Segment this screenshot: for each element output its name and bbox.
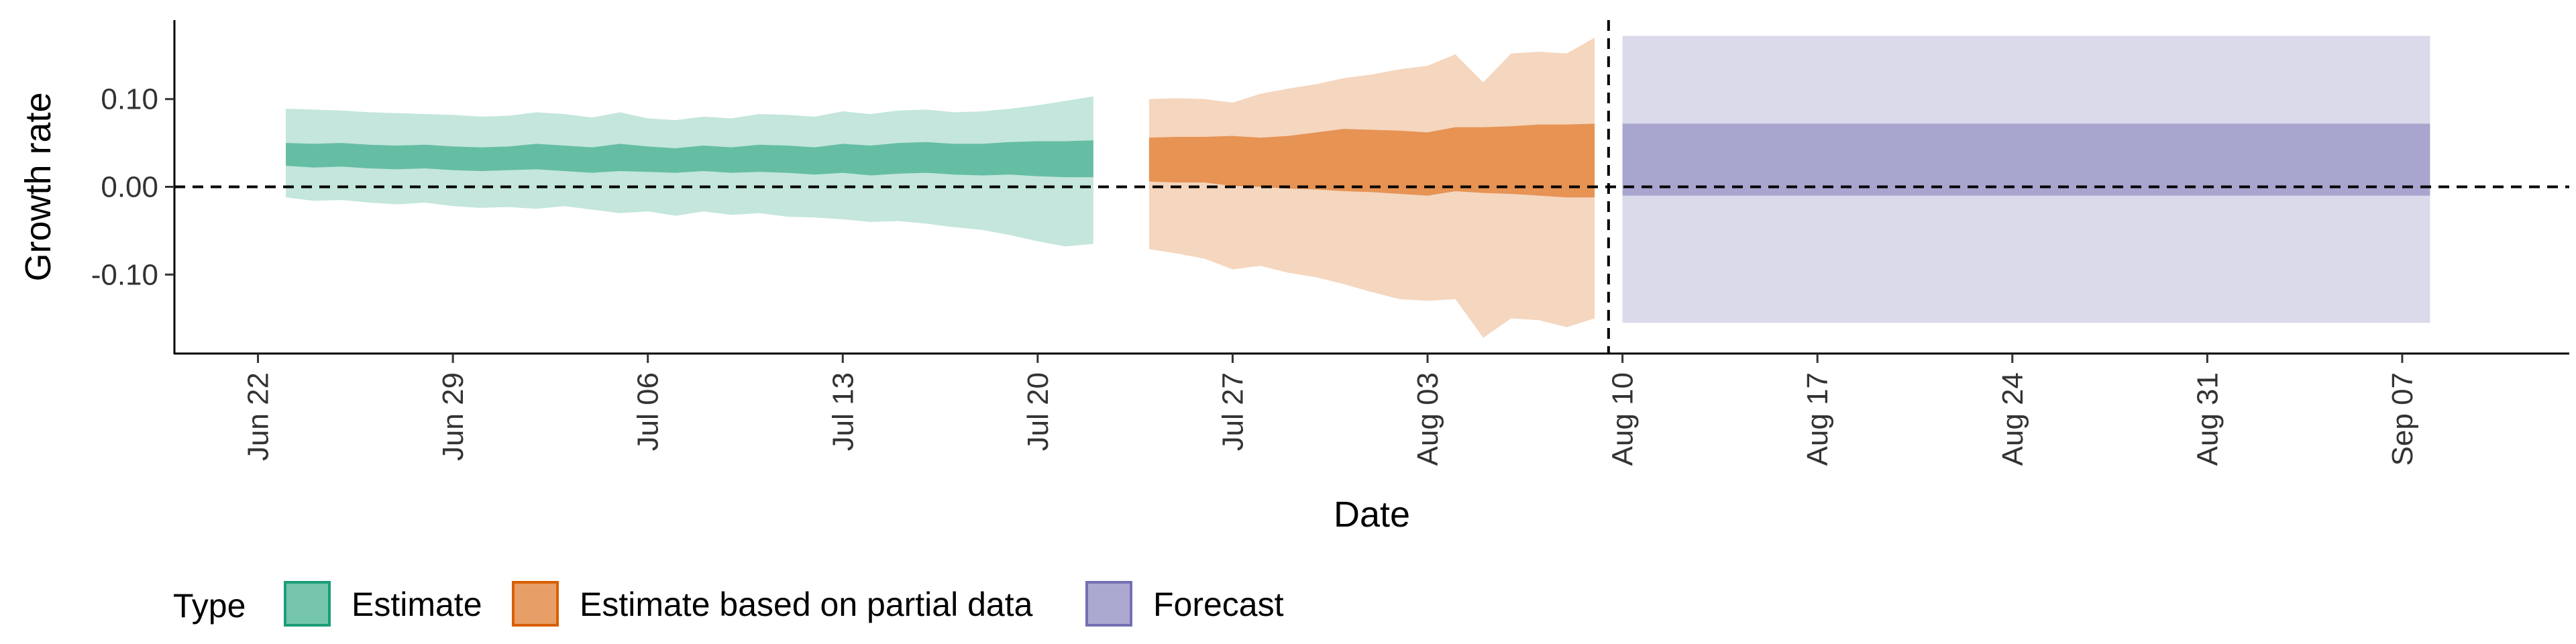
legend-label-estimate: Estimate (352, 586, 482, 623)
x-tick-label: Aug 31 (2191, 372, 2224, 466)
forecast-band-50 (1623, 123, 2430, 195)
legend-swatch-estimate (285, 582, 329, 625)
x-axis-title: Date (1334, 494, 1410, 535)
y-axis-title: Growth rate (18, 92, 58, 281)
x-tick-label: Jun 29 (437, 372, 470, 461)
x-tick-label: Aug 10 (1607, 372, 1640, 466)
x-tick-label: Aug 03 (1411, 372, 1444, 466)
x-tick-label: Jun 22 (242, 372, 275, 461)
legend: Type Estimate Estimate based on partial d… (173, 582, 1284, 625)
x-tick-label: Sep 07 (2386, 372, 2419, 466)
x-tick-label: Aug 17 (1801, 372, 1834, 466)
x-tick-label: Jul 20 (1022, 372, 1055, 451)
legend-label-forecast: Forecast (1153, 586, 1284, 623)
x-tick-label: Jul 27 (1216, 372, 1249, 451)
x-axis-ticks: Jun 22 Jun 29 Jul 06 Jul 13 Jul 20 Jul 27 Aug … (242, 354, 2419, 466)
y-tick-label: 0.00 (101, 171, 158, 204)
legend-title: Type (173, 587, 246, 625)
x-tick-label: Aug 24 (1996, 372, 2029, 466)
y-tick-label: -0.10 (91, 258, 158, 291)
legend-swatch-forecast (1087, 582, 1131, 625)
legend-swatch-estimate-based-on-partial-data (513, 582, 557, 625)
x-tick-label: Jul 13 (826, 372, 859, 451)
x-tick-label: Jul 06 (632, 372, 665, 451)
y-axis-ticks: 0.10 0.00 -0.10 (91, 83, 174, 292)
legend-label-estimate-based-on-partial-data: Estimate based on partial data (580, 586, 1033, 623)
y-tick-label: 0.10 (101, 83, 158, 116)
